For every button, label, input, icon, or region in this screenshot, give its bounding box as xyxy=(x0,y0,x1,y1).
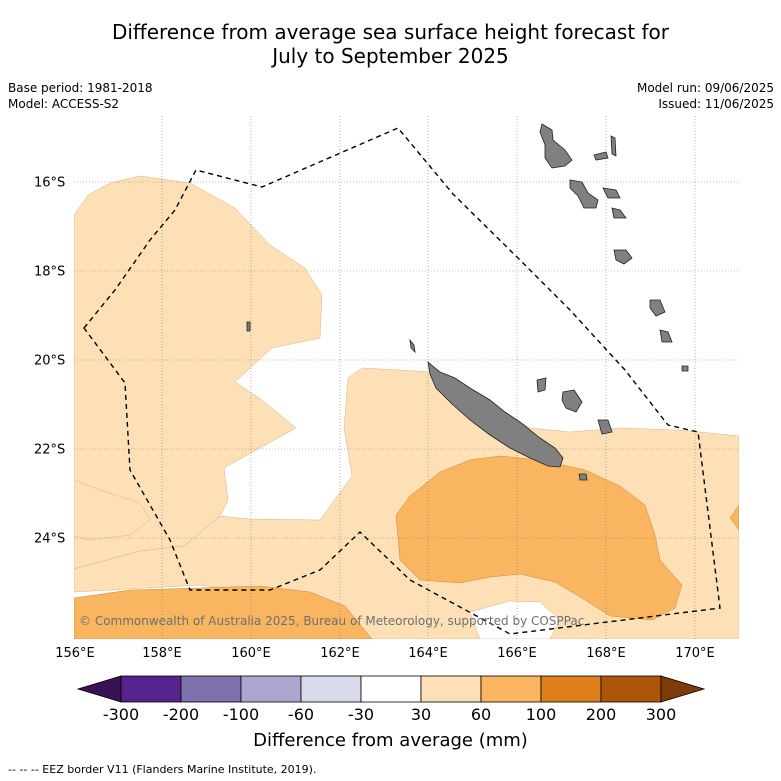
erromango-island xyxy=(613,249,633,265)
aneityum-island xyxy=(659,329,673,343)
loyalty-island-2 xyxy=(561,389,583,413)
colorbar-segment xyxy=(360,675,422,703)
colorbar-tick-label: 30 xyxy=(410,705,432,724)
issued-text: Issued: 11/06/2025 xyxy=(658,97,774,111)
colorbar-segment xyxy=(240,675,302,703)
colorbar-tick-label: -300 xyxy=(102,705,140,724)
colorbar-segment xyxy=(120,675,182,703)
lat-label-18s: 18°S xyxy=(34,264,66,280)
anomaly-region-60-100-east xyxy=(729,504,739,531)
colorbar xyxy=(76,675,706,703)
colorbar-extend-high xyxy=(660,675,706,703)
lon-label-162: 162°E xyxy=(320,646,360,661)
lat-label-22s: 22°S xyxy=(34,442,66,458)
colorbar-tick-label: -60 xyxy=(287,705,315,724)
small-island-east xyxy=(681,365,689,372)
colorbar-label: Difference from average (mm) xyxy=(253,730,528,751)
lon-label-166: 166°E xyxy=(497,646,537,661)
anomaly-region-30-60-southwest xyxy=(74,479,151,541)
anomaly-region-60-100-southwest xyxy=(74,585,373,639)
lat-label-20s: 20°S xyxy=(34,353,66,369)
espiritu-santo-island xyxy=(539,123,573,169)
lon-label-158: 158°E xyxy=(142,646,182,661)
colorbar-tick-label: 200 xyxy=(585,705,617,724)
land-masses xyxy=(246,123,689,481)
colorbar-tick-label: 100 xyxy=(525,705,557,724)
efate-island xyxy=(611,207,627,219)
chart-title-line-2: July to September 2025 xyxy=(272,44,509,68)
loyalty-island-3 xyxy=(597,419,613,435)
colorbar-tick-label: 60 xyxy=(470,705,492,724)
lon-label-156: 156°E xyxy=(55,646,95,661)
colorbar-segment xyxy=(540,675,602,703)
colorbar-tick-label: -100 xyxy=(222,705,260,724)
lon-label-164: 164°E xyxy=(408,646,448,661)
lat-label-24s: 24°S xyxy=(34,531,66,547)
lon-label-168: 168°E xyxy=(586,646,626,661)
colorbar-segment xyxy=(600,675,662,703)
new-caledonia-island xyxy=(427,361,564,468)
model-text: Model: ACCESS-S2 xyxy=(8,97,120,111)
model-run-text: Model run: 09/06/2025 xyxy=(636,81,774,95)
tanna-island xyxy=(649,299,666,317)
graticule xyxy=(74,116,739,639)
eez-footnote: -- -- -- EEZ border V11 (Flanders Marine… xyxy=(8,763,317,776)
loyalty-island-1 xyxy=(536,377,547,393)
vanuatu-island-2 xyxy=(593,151,609,161)
vanuatu-island-3 xyxy=(610,135,617,157)
chart-title-line-1: Difference from average sea surface heig… xyxy=(111,20,670,44)
colorbar-extend-low xyxy=(76,675,122,703)
lon-label-160: 160°E xyxy=(231,646,271,661)
belep-islands xyxy=(409,338,416,354)
colorbar-segment xyxy=(480,675,542,703)
base-period-text: Base period: 1981-2018 xyxy=(8,81,153,95)
small-island-west xyxy=(246,321,251,332)
colorbar-tick-label: -30 xyxy=(347,705,375,724)
colorbar-tick-label: -200 xyxy=(162,705,200,724)
colorbar-segment xyxy=(300,675,362,703)
colorbar-segment xyxy=(420,675,482,703)
malekula-island xyxy=(569,179,599,209)
lat-label-16s: 16°S xyxy=(34,175,66,191)
map-panel xyxy=(74,116,739,639)
colorbar-segment xyxy=(180,675,242,703)
eez-border xyxy=(83,127,721,635)
colorbar-tick-label: 300 xyxy=(645,705,677,724)
ile-des-pins xyxy=(578,473,588,481)
copyright-text: © Commonwealth of Australia 2025, Bureau… xyxy=(79,614,585,628)
vanuatu-island-5 xyxy=(602,187,621,199)
anomaly-region-neutral-south xyxy=(469,600,561,639)
lon-label-170: 170°E xyxy=(675,646,715,661)
